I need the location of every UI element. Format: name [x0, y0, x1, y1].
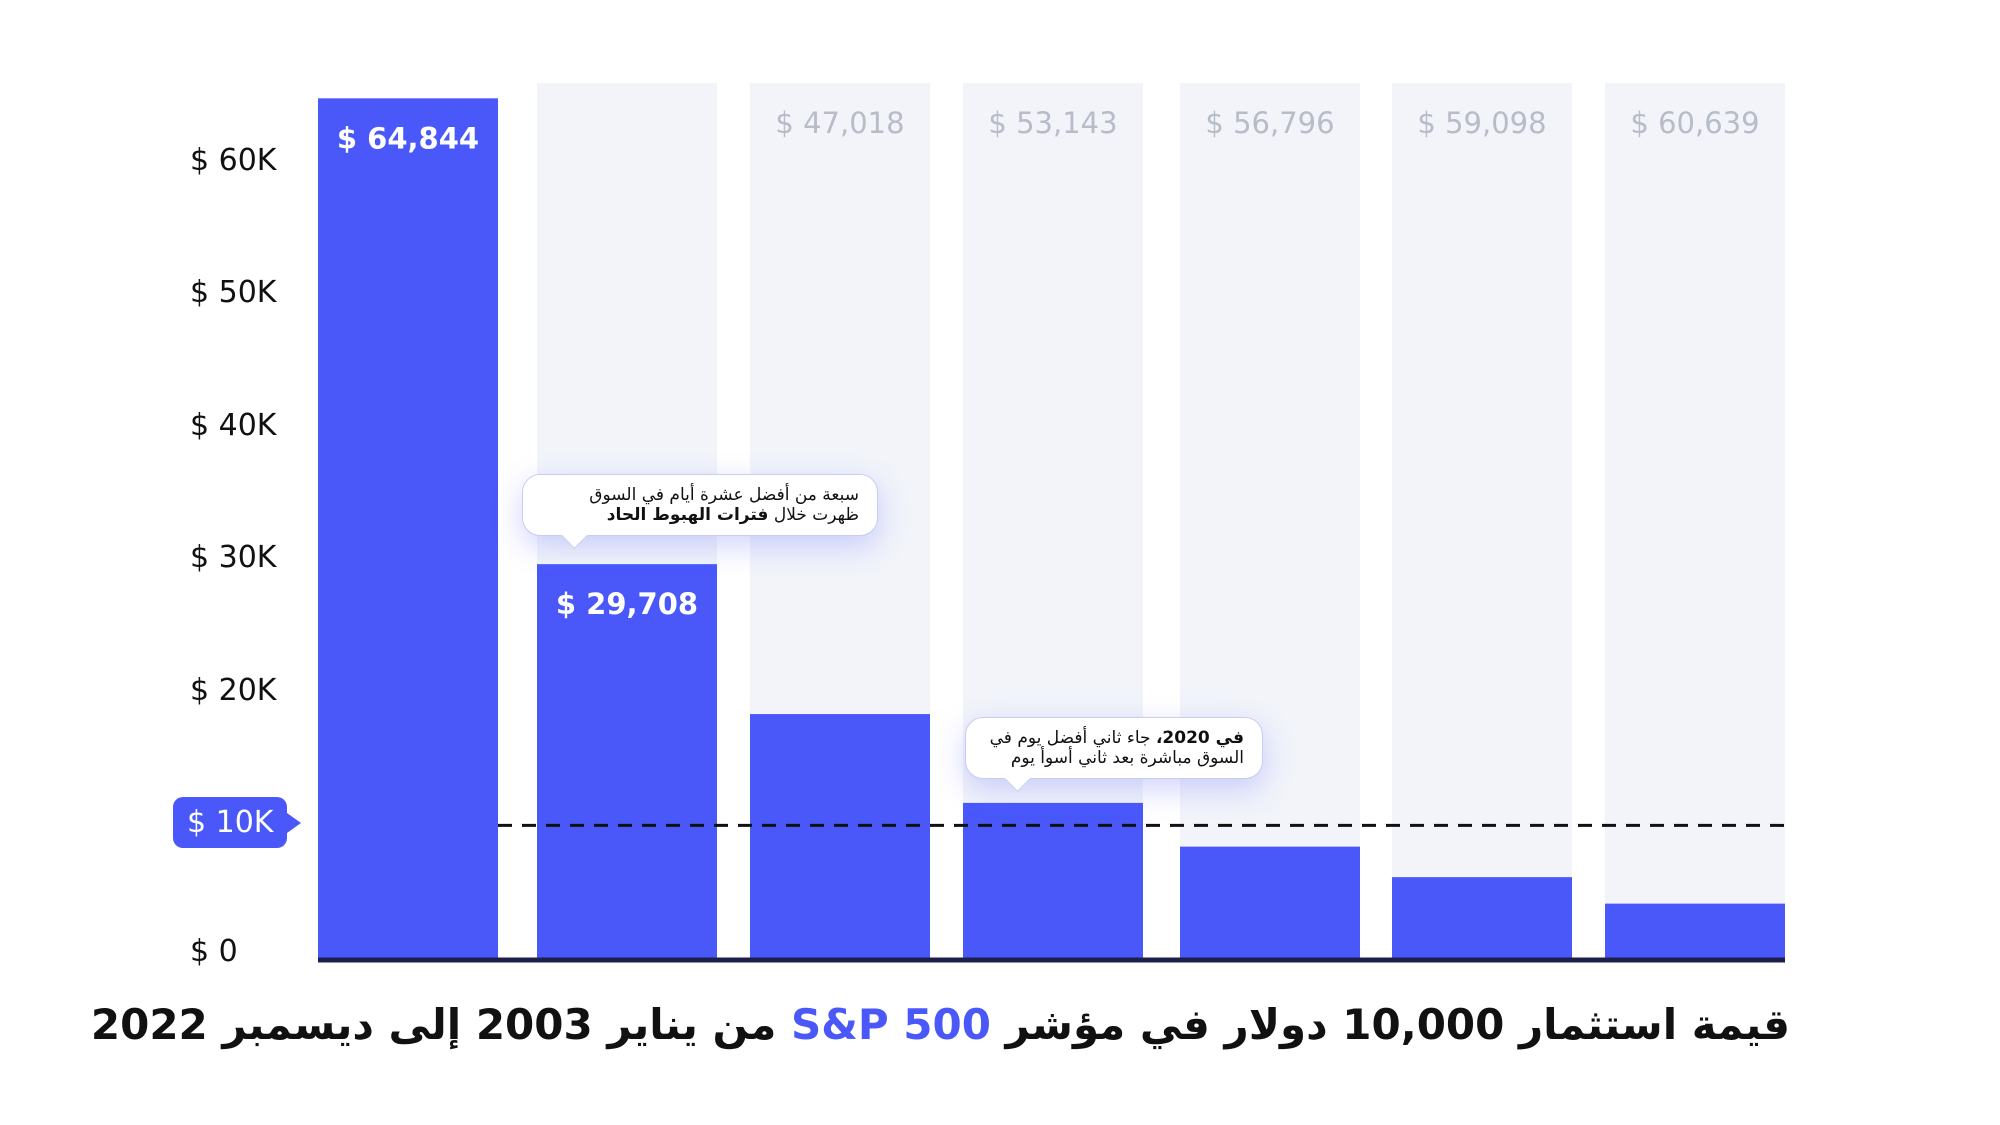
- value-label-5: $ 56,796: [1205, 106, 1334, 140]
- y-tick-label: $ 60K: [190, 142, 277, 178]
- y-tick-highlight: $ 10K: [173, 797, 303, 849]
- background-bar-6: [1392, 83, 1572, 958]
- value-label-6: $ 59,098: [1417, 106, 1546, 140]
- background-bars: [537, 83, 1785, 958]
- y-tick-label: $ 50K: [190, 275, 277, 311]
- y-tick-label: $ 30K: [190, 540, 277, 576]
- value-label-4: $ 53,143: [988, 106, 1117, 140]
- callout-line-1: سبعة من أفضل عشرة أيام في السوق: [589, 485, 859, 505]
- bar-3: [750, 714, 930, 958]
- bar-5: [1180, 846, 1360, 958]
- value-label-2: $ 29,708: [556, 587, 698, 621]
- callout-2020: في 2020، جاء ثاني أفضل يوم في السوق مباش…: [965, 717, 1263, 792]
- data-bars: [318, 98, 1785, 959]
- y-tick-label: $ 40K: [190, 407, 277, 443]
- background-bar-7: [1605, 83, 1785, 958]
- y-tick-label: $ 20K: [190, 672, 277, 708]
- bar-2: [537, 564, 717, 958]
- callout-best-days: سبعة من أفضل عشرة أيام في السوق ظهرت خلا…: [522, 474, 878, 549]
- chart-title: قيمة استثمار 10,000 دولار في مؤشر S&P 50…: [90, 1000, 1790, 1049]
- callout-line-2: السوق مباشرة بعد ثاني أسوأ يوم: [1010, 748, 1244, 768]
- background-bar-5: [1180, 83, 1360, 958]
- callout-line-2: ظهرت خلال فترات الهبوط الحاد: [606, 505, 859, 525]
- y-tick-label: $ 0: [190, 934, 238, 969]
- value-label-1: $ 64,844: [337, 121, 479, 155]
- value-label-3: $ 47,018: [775, 106, 904, 140]
- bar-1: [318, 98, 498, 959]
- bar-7: [1605, 903, 1785, 958]
- callout-line-1: في 2020، جاء ثاني أفضل يوم في: [989, 728, 1244, 748]
- value-label-7: $ 60,639: [1630, 106, 1759, 140]
- bar-4: [963, 802, 1143, 958]
- bar-6: [1392, 877, 1572, 958]
- value-labels: $ 64,844 $ 29,708 $ 47,018 $ 53,143 $ 56,796…: [337, 106, 1760, 621]
